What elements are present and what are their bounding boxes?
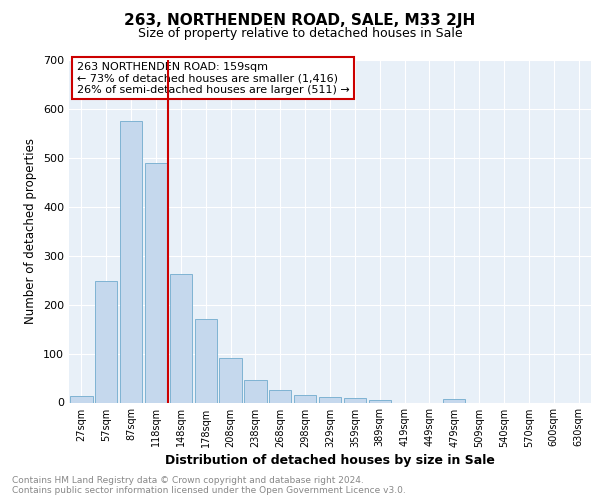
X-axis label: Distribution of detached houses by size in Sale: Distribution of detached houses by size … [165, 454, 495, 466]
Bar [368, 400, 391, 402]
Bar [294, 395, 316, 402]
Text: 263, NORTHENDEN ROAD, SALE, M33 2JH: 263, NORTHENDEN ROAD, SALE, M33 2JH [124, 12, 476, 28]
Bar [145, 162, 167, 402]
Bar [220, 358, 242, 403]
Bar [170, 274, 192, 402]
Bar [95, 281, 118, 402]
Y-axis label: Number of detached properties: Number of detached properties [25, 138, 37, 324]
Bar [344, 398, 366, 402]
Text: 263 NORTHENDEN ROAD: 159sqm
← 73% of detached houses are smaller (1,416)
26% of : 263 NORTHENDEN ROAD: 159sqm ← 73% of det… [77, 62, 350, 95]
Bar [269, 390, 292, 402]
Bar [120, 121, 142, 402]
Bar [70, 396, 92, 402]
Text: Size of property relative to detached houses in Sale: Size of property relative to detached ho… [137, 28, 463, 40]
Bar [244, 380, 266, 402]
Bar [194, 320, 217, 402]
Bar [443, 398, 466, 402]
Text: Contains HM Land Registry data © Crown copyright and database right 2024.
Contai: Contains HM Land Registry data © Crown c… [12, 476, 406, 495]
Bar [319, 396, 341, 402]
